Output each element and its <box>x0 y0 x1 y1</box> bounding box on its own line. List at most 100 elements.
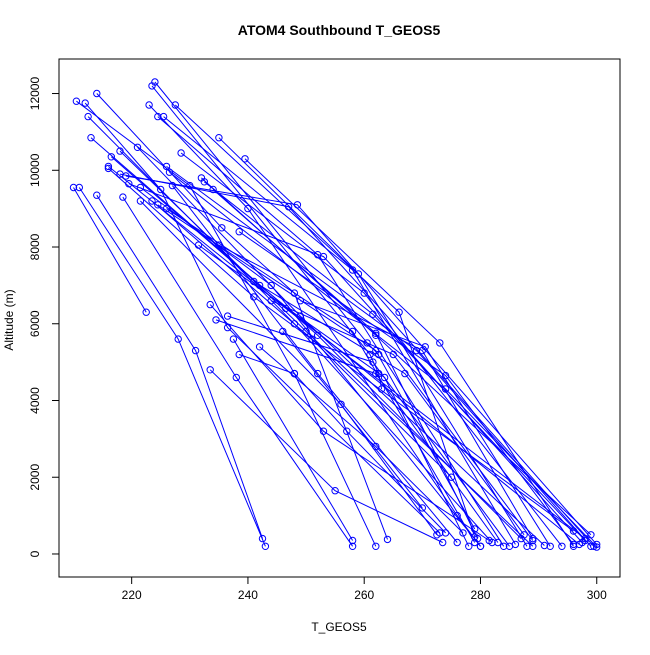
data-point <box>72 97 81 105</box>
series-30 <box>75 183 270 550</box>
series-48 <box>206 366 447 547</box>
data-point <box>142 308 150 316</box>
data-point <box>433 531 441 539</box>
data-point <box>244 204 252 213</box>
x-tick-label: 280 <box>470 588 490 602</box>
data-point <box>206 300 214 309</box>
data-point <box>81 99 89 107</box>
series-line <box>128 183 583 543</box>
series-line <box>119 173 595 547</box>
data-point <box>372 369 380 378</box>
series-line <box>218 244 534 539</box>
series-45 <box>212 316 502 547</box>
series-line <box>125 175 598 545</box>
data-point <box>133 143 142 152</box>
plot-frame <box>58 58 621 578</box>
data-point <box>540 541 549 550</box>
data-point <box>395 308 403 316</box>
series-15 <box>177 149 566 550</box>
series-line <box>137 146 545 546</box>
series-line <box>239 354 377 547</box>
x-tick-label: 260 <box>354 588 374 602</box>
data-point <box>250 277 258 286</box>
data-point <box>494 538 502 547</box>
data-point <box>523 542 531 550</box>
data-point <box>136 183 145 192</box>
series-line <box>172 185 458 543</box>
series-16 <box>241 155 578 550</box>
data-point <box>229 335 238 343</box>
data-point <box>348 327 357 336</box>
series-line <box>180 152 563 547</box>
data-point <box>241 155 249 163</box>
data-point <box>261 542 270 550</box>
data-point <box>485 536 493 545</box>
data-point <box>372 542 380 550</box>
series-line <box>166 208 476 543</box>
series-41 <box>250 277 528 539</box>
y-tick-label: 6000 <box>28 310 42 337</box>
data-point <box>157 185 165 194</box>
data-point <box>348 536 357 545</box>
data-point <box>505 542 514 550</box>
data-point <box>136 197 145 205</box>
x-tick-label: 220 <box>122 588 142 602</box>
series-32 <box>93 191 267 543</box>
data-point <box>354 270 363 278</box>
data-point <box>174 335 182 343</box>
data-point <box>223 312 232 320</box>
series-23 <box>122 172 601 549</box>
data-point <box>200 178 209 186</box>
data-point <box>389 350 397 359</box>
data-point <box>218 224 226 232</box>
data-point <box>250 293 258 301</box>
data-point <box>529 536 537 545</box>
data-point <box>122 172 130 180</box>
data-point <box>154 201 162 209</box>
data-point <box>104 162 113 171</box>
data-point <box>439 538 447 547</box>
data-point <box>194 241 203 249</box>
data-point <box>84 112 92 121</box>
y-tick-label: 8000 <box>28 233 42 260</box>
data-point <box>529 534 537 543</box>
data-point <box>215 134 223 142</box>
data-point <box>212 316 220 324</box>
data-point <box>162 162 171 171</box>
data-point <box>447 473 456 481</box>
data-point <box>215 241 223 249</box>
data-point <box>93 89 101 98</box>
series-line <box>227 315 510 547</box>
series-49 <box>229 335 357 545</box>
data-point <box>69 183 78 192</box>
data-point <box>558 542 566 550</box>
data-point <box>145 101 153 109</box>
data-point <box>500 542 508 550</box>
data-point <box>372 331 380 339</box>
data-point <box>529 542 537 550</box>
series-28 <box>168 181 461 547</box>
data-point <box>235 228 243 236</box>
series-line <box>163 116 516 545</box>
series-43 <box>296 297 554 550</box>
series-line <box>119 150 534 547</box>
data-point <box>337 400 345 408</box>
data-point <box>159 112 168 121</box>
series-39 <box>215 241 537 543</box>
series-33 <box>119 193 357 550</box>
series-51 <box>279 327 426 512</box>
data-point <box>453 538 461 547</box>
data-point <box>255 343 264 351</box>
y-tick-label: 12000 <box>28 77 42 111</box>
data-point <box>465 542 473 550</box>
series-29 <box>69 183 150 316</box>
data-point <box>459 529 467 537</box>
y-axis-label: Altitude (m) <box>2 289 16 350</box>
data-point <box>87 134 95 142</box>
data-point <box>162 204 171 213</box>
data-point <box>383 535 392 544</box>
series-line <box>203 181 586 541</box>
data-point <box>209 185 217 194</box>
series-line <box>96 194 263 539</box>
